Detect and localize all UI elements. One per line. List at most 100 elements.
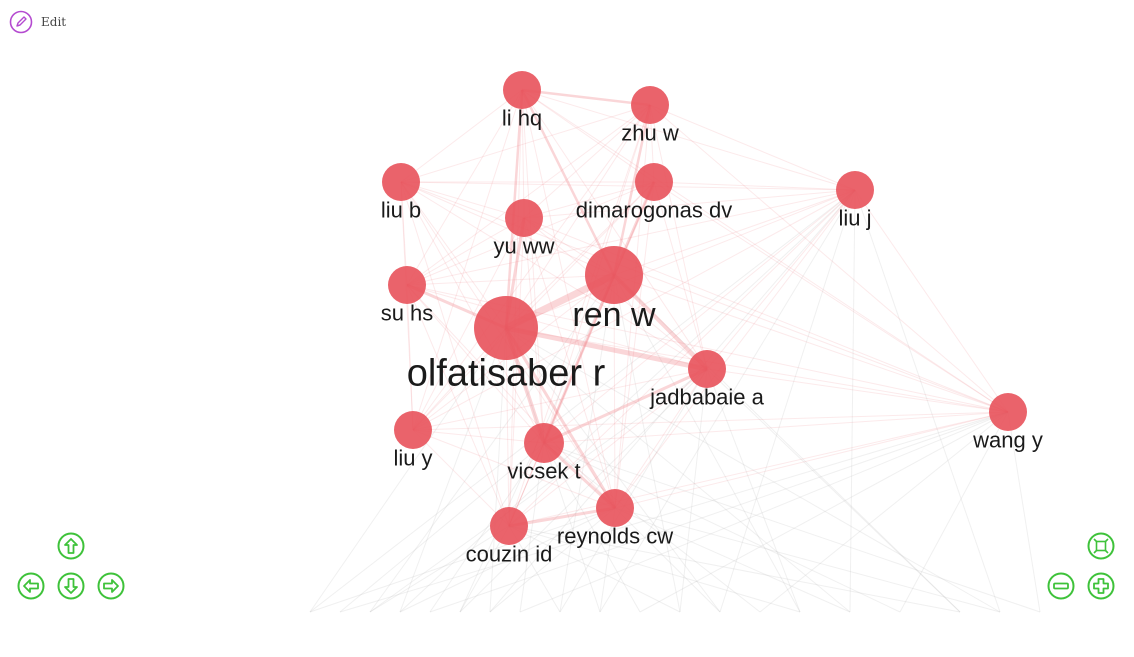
background-edge [519, 411, 1009, 613]
graph-edge [523, 189, 856, 219]
background-edge [505, 327, 601, 613]
graph-edge [521, 88, 651, 107]
background-edge [309, 189, 856, 613]
graph-edge [508, 217, 525, 527]
graph-edge [613, 189, 856, 276]
fit-screen-icon [1087, 532, 1115, 560]
background-edge [706, 368, 801, 613]
graph-edge [504, 327, 617, 509]
graph-edge [412, 89, 523, 431]
background-edge [309, 507, 616, 613]
background-edge [508, 525, 801, 613]
background-edge [369, 274, 615, 613]
graph-edge [854, 189, 1009, 413]
background-edge [614, 507, 851, 613]
graph-edge [406, 284, 414, 431]
edit-button[interactable]: Edit [9, 10, 66, 34]
graph-edge [706, 368, 1009, 413]
pan-left-button[interactable] [17, 572, 45, 600]
graph-node[interactable] [524, 423, 564, 463]
graph-edge [523, 217, 616, 509]
pan-up-button[interactable] [57, 532, 85, 560]
background-edge [613, 274, 801, 613]
graph-node[interactable] [596, 489, 634, 527]
graph-edge [406, 104, 651, 286]
node-label: yu ww [493, 234, 554, 259]
background-edge [508, 525, 681, 613]
background-edge [309, 327, 507, 613]
graph-edge [400, 181, 708, 370]
graph-edge [521, 89, 616, 509]
graph-node[interactable] [503, 71, 541, 109]
graph-edge [653, 181, 856, 191]
graph-node[interactable] [836, 171, 874, 209]
graph-edge [543, 411, 1009, 444]
graph-edge [521, 89, 708, 370]
graph-node[interactable] [490, 507, 528, 545]
graph-node[interactable] [474, 296, 538, 360]
graph-node[interactable] [394, 411, 432, 449]
graph-edge [505, 325, 708, 372]
background-edge [489, 507, 616, 613]
background-edge [559, 274, 615, 613]
node-label: li hq [502, 106, 542, 131]
right-arrow-icon [97, 572, 125, 600]
graph-edge [614, 181, 655, 509]
node-label: liu y [393, 446, 432, 471]
graph-node[interactable] [585, 246, 643, 304]
graph-edge [649, 104, 708, 370]
zoom-out-button[interactable] [1047, 572, 1075, 600]
graph-edge [649, 104, 1009, 413]
graph-node[interactable] [989, 393, 1027, 431]
graph-edge [508, 181, 655, 527]
graph-node[interactable] [388, 266, 426, 304]
zoom-out-icon [1047, 572, 1075, 600]
graph-edge [614, 368, 708, 509]
graph-edge [508, 189, 856, 527]
pan-down-button[interactable] [57, 572, 85, 600]
up-arrow-icon [57, 532, 85, 560]
graph-node[interactable] [631, 86, 669, 124]
graph-edge [400, 181, 856, 191]
left-arrow-icon [17, 572, 45, 600]
background-edge [599, 189, 856, 613]
graph-edge [505, 181, 655, 329]
node-label: wang y [972, 428, 1043, 453]
graph-edge [412, 217, 525, 431]
zoom-in-button[interactable] [1087, 572, 1115, 600]
graph-node[interactable] [505, 199, 543, 237]
graph-edge [406, 274, 615, 286]
graph-node[interactable] [635, 163, 673, 201]
background-edge [899, 411, 1009, 613]
node-label: dimarogonas dv [576, 198, 733, 223]
graph-labels: olfatisaber r ren w jadbabaie a vicsek t rey… [381, 106, 1043, 567]
graph-edge [400, 89, 523, 183]
graph-edge [505, 327, 510, 527]
pan-right-button[interactable] [97, 572, 125, 600]
fit-view-button[interactable] [1087, 532, 1115, 560]
node-label: zhu w [621, 121, 679, 146]
zoom-in-icon [1087, 572, 1115, 600]
background-edge [719, 189, 856, 613]
graph-edge [505, 104, 651, 329]
background-edges [309, 189, 1041, 613]
background-edge [759, 411, 1009, 613]
node-label: couzin id [466, 542, 553, 567]
background-edge [399, 327, 507, 613]
background-edge [613, 274, 961, 613]
graph-edge [508, 411, 1009, 527]
graph-nodes[interactable] [382, 71, 1027, 545]
graph-node[interactable] [688, 350, 726, 388]
graph-edge [400, 181, 545, 444]
graph-edge [613, 274, 616, 509]
background-edge [459, 368, 708, 613]
graph-edge [406, 189, 856, 286]
node-label: liu b [381, 198, 421, 223]
background-edge [543, 442, 641, 613]
graph-node[interactable] [382, 163, 420, 201]
graph-edge [520, 89, 616, 276]
graph-edge [412, 429, 545, 444]
graph-edge [400, 181, 525, 219]
graph-edge [543, 189, 856, 444]
